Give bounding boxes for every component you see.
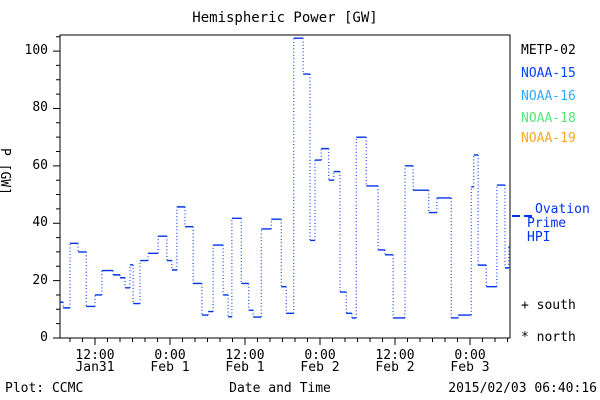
legend-ovation-label: Ovation Prime HPI: [527, 202, 600, 245]
x-tick-date: Feb 1: [225, 360, 265, 375]
plot-source-label: Plot: CCMC: [5, 381, 84, 396]
ovation-line-sample-icon: [524, 215, 532, 217]
y-tick-label-100: 100: [24, 43, 48, 58]
legend-south-marker: + south: [521, 298, 576, 313]
ovation-label-line1: Ovation: [535, 202, 590, 217]
legend-item-noaa16: NOAA-16: [521, 89, 576, 104]
x-tick-time: 0:00: [154, 348, 186, 363]
y-tick-label-0: 0: [40, 330, 48, 345]
x-tick-label-2: 0:00 Feb 1: [135, 348, 205, 375]
x-tick-time: 0:00: [304, 348, 336, 363]
plot-timestamp: 2015/02/03 06:40:16: [448, 381, 597, 396]
x-axis-title: Date and Time: [229, 381, 331, 396]
y-tick-label-60: 60: [32, 158, 48, 173]
chart-title: Hemispheric Power [GW]: [192, 10, 378, 26]
legend-item-noaa15: NOAA-15: [521, 66, 576, 81]
y-tick-label-40: 40: [32, 215, 48, 230]
legend-north-marker: * north: [521, 330, 576, 345]
y-axis-label: P [GW]: [0, 148, 12, 195]
x-tick-label-1: 12:00 Jan31: [60, 348, 130, 375]
x-tick-date: Feb 3: [450, 360, 490, 375]
x-tick-date: Feb 2: [375, 360, 415, 375]
ovation-label-line2: Prime HPI: [527, 216, 567, 245]
x-tick-time: 12:00: [225, 348, 265, 363]
ovation-line-sample-icon: [512, 215, 520, 217]
x-tick-date: Feb 2: [300, 360, 340, 375]
x-tick-label-4: 0:00 Feb 2: [285, 348, 355, 375]
legend-item-metp02: METP-02: [521, 43, 576, 58]
x-tick-date: Jan31: [75, 360, 115, 375]
legend-item-noaa19: NOAA-19: [521, 131, 576, 146]
x-tick-time: 12:00: [375, 348, 415, 363]
y-tick-label-80: 80: [32, 100, 48, 115]
legend-item-noaa18: NOAA-18: [521, 111, 576, 126]
x-tick-label-3: 12:00 Feb 1: [210, 348, 280, 375]
x-tick-time: 12:00: [75, 348, 115, 363]
x-tick-label-6: 0:00 Feb 3: [435, 348, 505, 375]
x-tick-label-5: 12:00 Feb 2: [360, 348, 430, 375]
y-tick-label-20: 20: [32, 273, 48, 288]
x-tick-date: Feb 1: [150, 360, 190, 375]
x-tick-time: 0:00: [454, 348, 486, 363]
